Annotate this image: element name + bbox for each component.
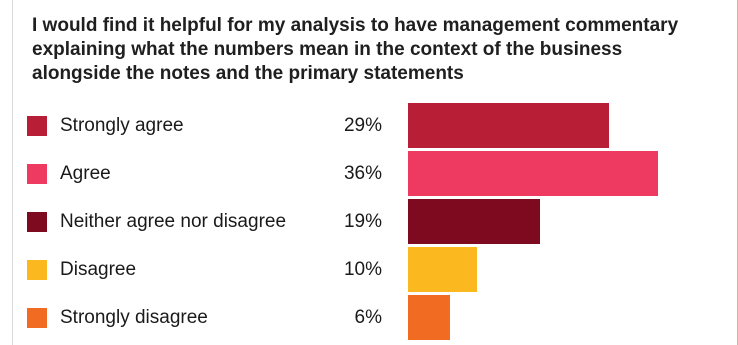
value-label: 36% xyxy=(343,163,382,184)
value-label: 29% xyxy=(343,115,382,136)
chart-row: Neither agree nor disagree 19% xyxy=(0,198,738,246)
category-label: Neither agree nor disagree xyxy=(60,211,287,232)
chart-row: Strongly agree 29% xyxy=(0,102,738,150)
legend-swatch xyxy=(27,308,47,328)
chart-title: I would find it helpful for my analysis … xyxy=(32,15,679,84)
chart-row: Strongly disagree 6% xyxy=(0,294,738,342)
bar xyxy=(408,103,609,148)
legend-swatch xyxy=(27,260,47,280)
legend-swatch xyxy=(27,116,47,136)
bar xyxy=(408,151,658,196)
value-label: 6% xyxy=(354,307,382,328)
category-label: Disagree xyxy=(60,259,137,280)
chart-row: Agree 36% xyxy=(0,150,738,198)
bar xyxy=(408,199,540,244)
value-label: 19% xyxy=(343,211,382,232)
bar xyxy=(408,247,477,292)
category-label: Strongly disagree xyxy=(60,307,208,328)
chart-row: Disagree 10% xyxy=(0,246,738,294)
legend-swatch xyxy=(27,164,47,184)
bar xyxy=(408,295,450,340)
category-label: Agree xyxy=(60,163,111,184)
value-label: 10% xyxy=(343,259,382,280)
legend-swatch xyxy=(27,212,47,232)
category-label: Strongly agree xyxy=(60,115,184,136)
